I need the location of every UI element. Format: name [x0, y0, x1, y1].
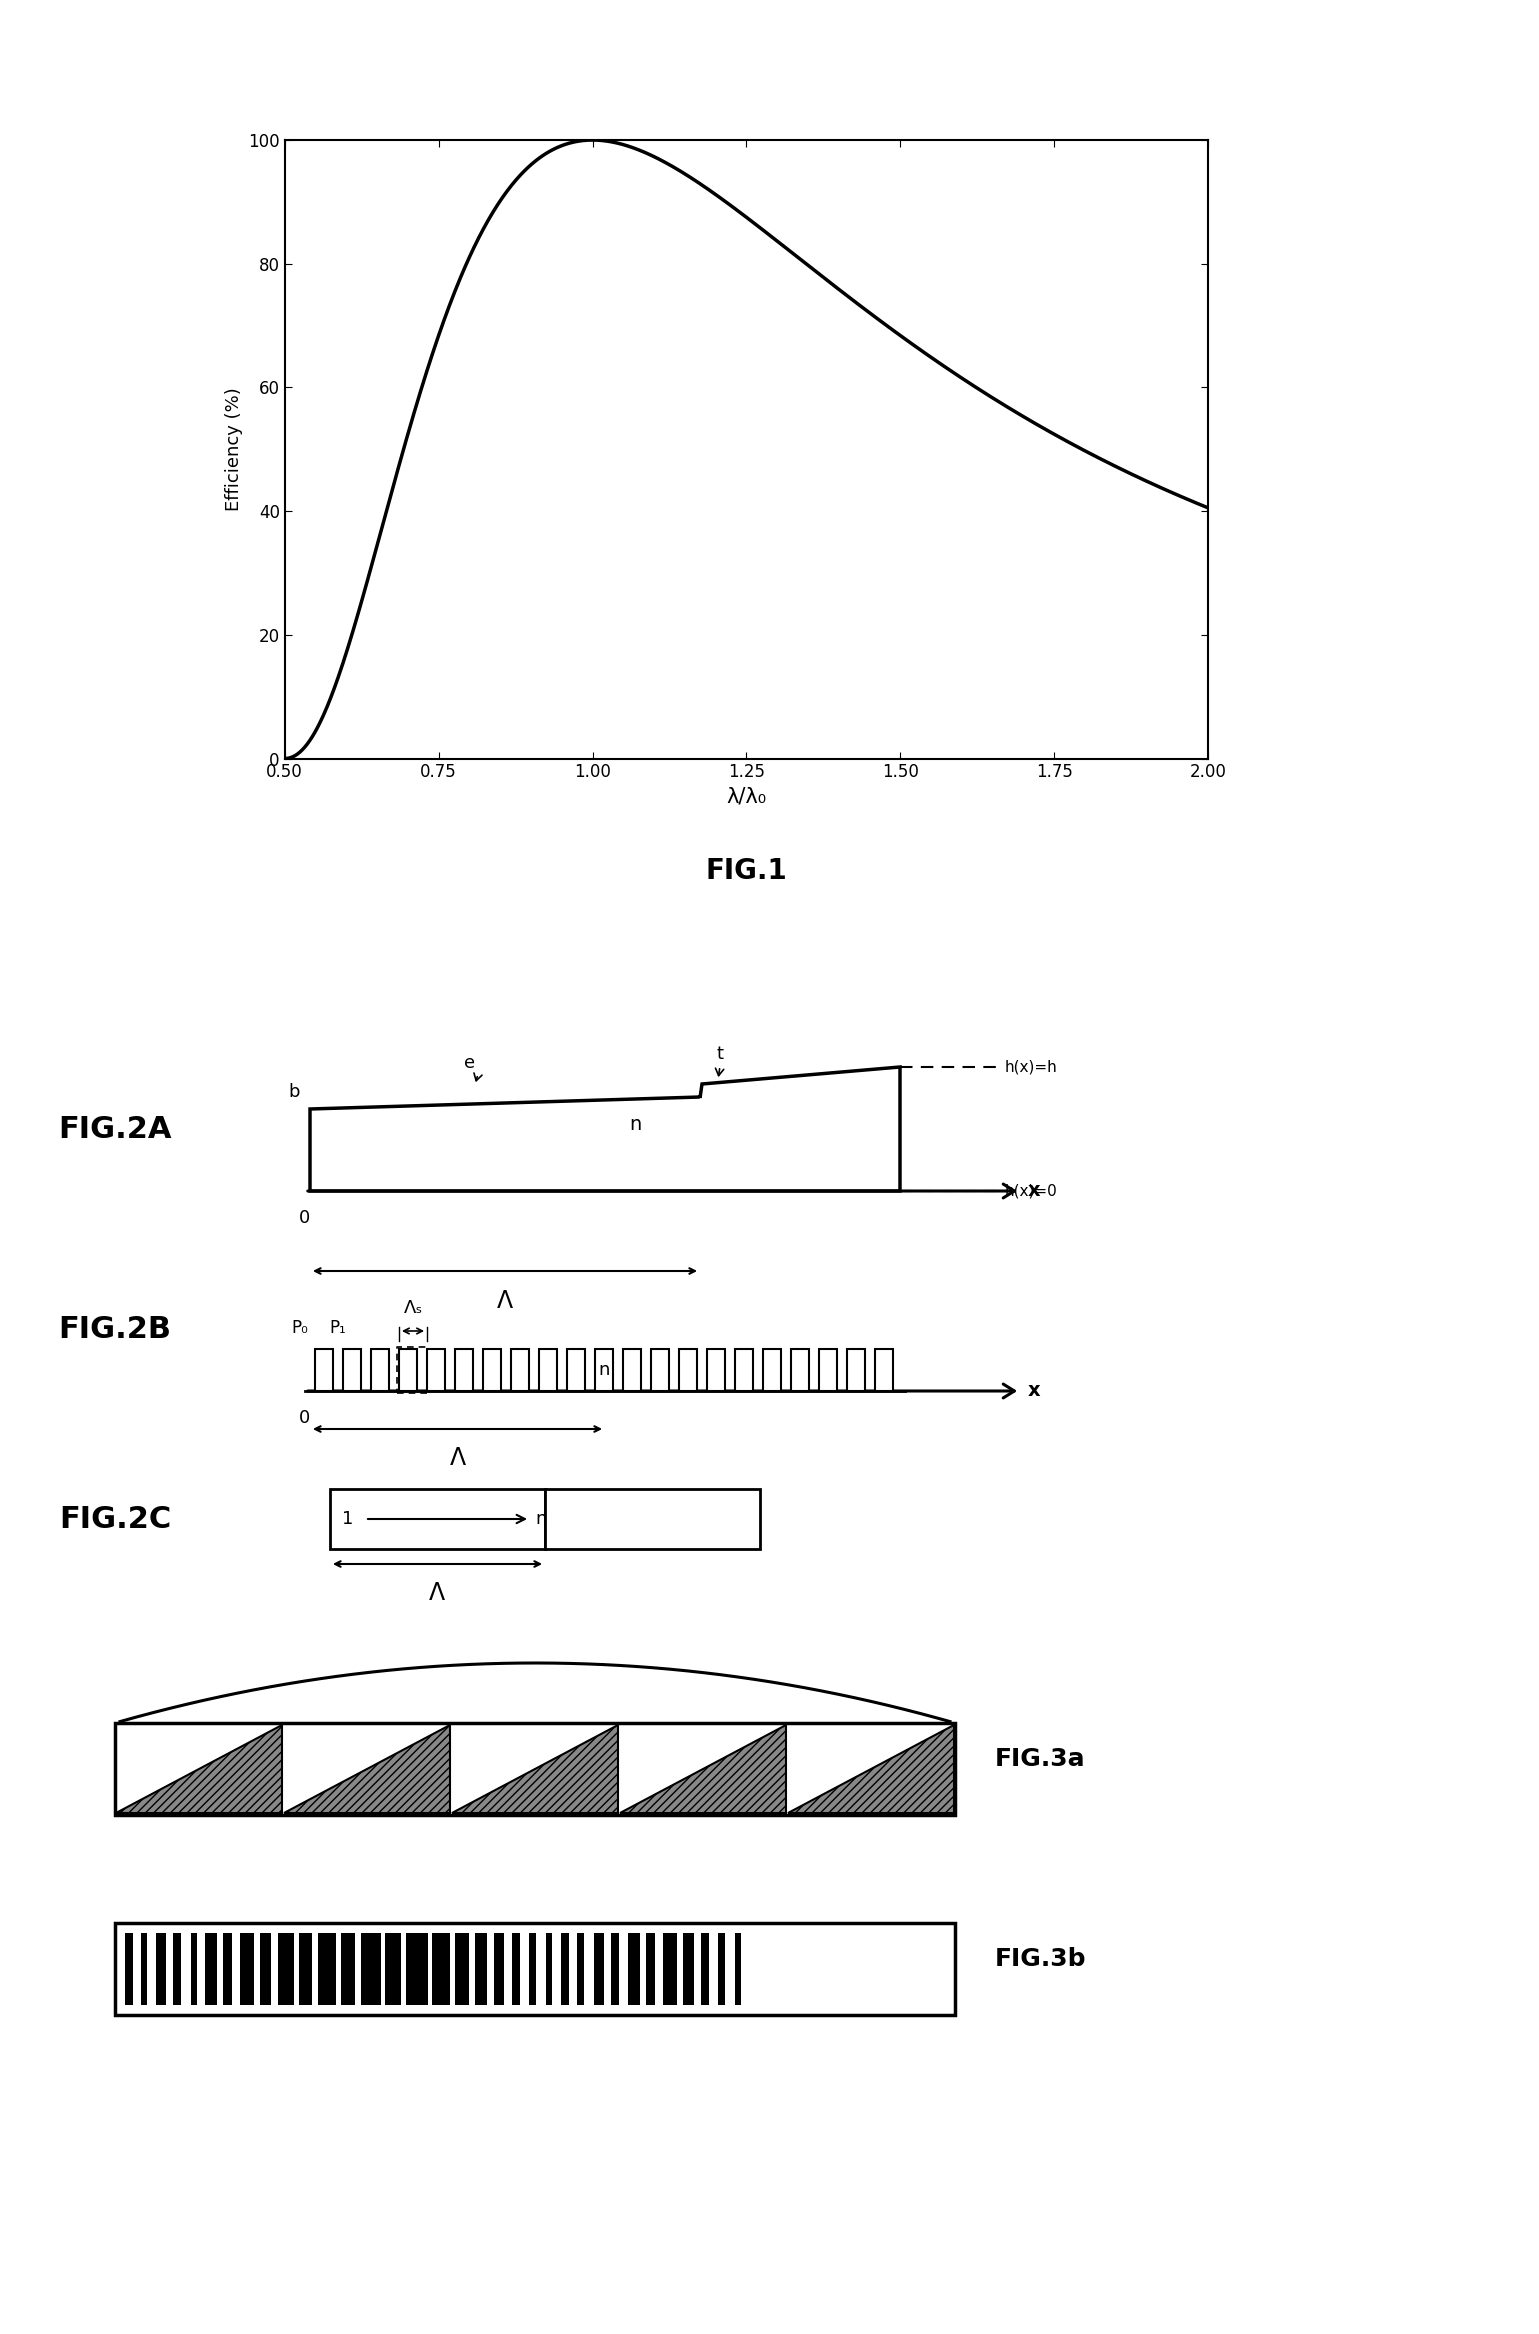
Bar	[456, 1349, 472, 1391]
Text: 1: 1	[342, 1510, 354, 1529]
Bar	[456, 1933, 469, 2005]
Bar	[562, 1933, 569, 2005]
X-axis label: λ/λ₀: λ/λ₀	[726, 787, 766, 808]
Bar	[115, 1722, 956, 1816]
Bar	[706, 1349, 725, 1391]
Text: n: n	[599, 1361, 609, 1379]
Bar	[646, 1933, 656, 2005]
Bar	[876, 1349, 893, 1391]
Bar	[546, 1933, 553, 2005]
Bar	[763, 1349, 780, 1391]
Text: Λₛ: Λₛ	[403, 1300, 423, 1316]
Bar	[191, 1933, 197, 2005]
Text: FIG.2C: FIG.2C	[58, 1505, 171, 1533]
Text: FIG.2A: FIG.2A	[58, 1116, 172, 1144]
Text: x: x	[1028, 1181, 1040, 1200]
Bar	[594, 1933, 603, 2005]
Bar	[651, 1349, 669, 1391]
Text: h(x)=h: h(x)=h	[1005, 1060, 1057, 1074]
Bar	[736, 1349, 753, 1391]
Bar	[846, 1349, 865, 1391]
Bar	[406, 1933, 428, 2005]
Bar	[362, 1933, 382, 2005]
Bar	[240, 1933, 254, 2005]
Bar	[679, 1349, 697, 1391]
Bar	[719, 1933, 725, 2005]
Bar	[628, 1933, 640, 2005]
Bar	[511, 1349, 529, 1391]
Bar	[545, 1489, 760, 1550]
Text: 0: 0	[300, 1209, 311, 1228]
Bar	[476, 1933, 486, 2005]
Bar	[529, 1933, 536, 2005]
Polygon shape	[452, 1725, 619, 1814]
Bar	[512, 1933, 520, 2005]
Text: FIG.3a: FIG.3a	[996, 1748, 1085, 1772]
Text: n: n	[629, 1116, 642, 1134]
Polygon shape	[115, 1725, 282, 1814]
Bar	[700, 1933, 709, 2005]
Text: Λ: Λ	[429, 1580, 445, 1606]
Bar	[791, 1349, 810, 1391]
Text: P₀: P₀	[291, 1319, 308, 1337]
Polygon shape	[309, 1067, 900, 1190]
Bar	[223, 1933, 232, 2005]
Bar	[155, 1933, 166, 2005]
Polygon shape	[788, 1725, 954, 1814]
Text: e: e	[465, 1055, 476, 1071]
Text: FIG.3b: FIG.3b	[996, 1947, 1087, 1970]
Text: t: t	[717, 1046, 723, 1062]
Text: b: b	[288, 1083, 300, 1102]
Bar	[115, 1923, 956, 2014]
Text: FIG.1: FIG.1	[705, 857, 788, 885]
Bar	[683, 1933, 694, 2005]
Bar	[125, 1933, 132, 2005]
Bar	[315, 1349, 332, 1391]
Bar	[663, 1933, 677, 2005]
Bar	[371, 1349, 389, 1391]
Bar	[342, 1933, 356, 2005]
Bar	[539, 1349, 557, 1391]
Text: x: x	[1028, 1382, 1040, 1400]
Bar	[319, 1933, 336, 2005]
Bar	[343, 1349, 362, 1391]
Bar	[566, 1349, 585, 1391]
Bar	[432, 1933, 449, 2005]
Bar	[596, 1349, 613, 1391]
Text: 0: 0	[300, 1410, 311, 1426]
Bar	[623, 1349, 642, 1391]
Text: n: n	[536, 1510, 546, 1529]
Polygon shape	[620, 1725, 786, 1814]
Bar	[142, 1933, 148, 2005]
Y-axis label: Efficiency (%): Efficiency (%)	[225, 387, 243, 511]
Bar	[736, 1933, 740, 2005]
Bar	[399, 1349, 417, 1391]
Bar	[279, 1933, 294, 2005]
Bar	[260, 1933, 271, 2005]
Bar	[385, 1933, 402, 2005]
Bar	[205, 1933, 217, 2005]
Polygon shape	[285, 1725, 449, 1814]
Bar	[483, 1349, 502, 1391]
Bar	[611, 1933, 619, 2005]
Text: P₁: P₁	[329, 1319, 346, 1337]
Text: Λ: Λ	[497, 1288, 512, 1314]
Text: FIG.2B: FIG.2B	[58, 1314, 171, 1344]
Bar	[494, 1933, 503, 2005]
Bar	[172, 1933, 182, 2005]
Bar	[329, 1489, 545, 1550]
Text: h(x)=0: h(x)=0	[1005, 1183, 1057, 1197]
Bar	[819, 1349, 837, 1391]
Bar	[299, 1933, 312, 2005]
Bar	[426, 1349, 445, 1391]
Text: Λ: Λ	[449, 1447, 466, 1470]
Bar	[577, 1933, 583, 2005]
